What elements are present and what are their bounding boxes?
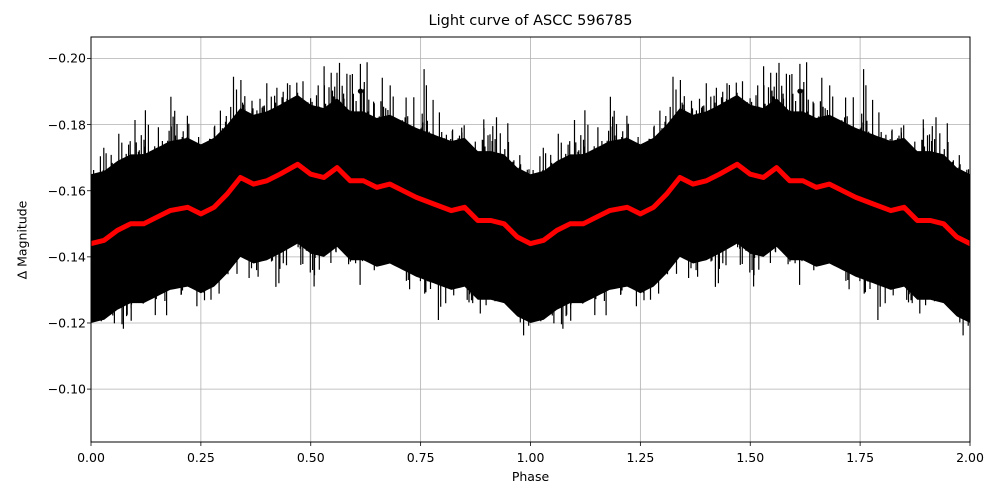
y-tick-label: −0.14 <box>47 249 86 265</box>
chart-title: Light curve of ASCC 596785 <box>428 13 633 29</box>
tick-marks <box>87 58 971 446</box>
y-tick-label: −0.10 <box>47 381 86 397</box>
y-tick-label: −0.20 <box>47 50 86 66</box>
y-tick-label: −0.12 <box>47 315 86 331</box>
x-tick-label: 0.25 <box>186 450 215 465</box>
x-tick-label: 0.00 <box>77 450 105 465</box>
y-tick-label: −0.16 <box>47 183 86 199</box>
x-tick-label: 1.75 <box>846 450 875 465</box>
x-tick-label: 1.50 <box>736 450 765 465</box>
x-tick-label: 1.00 <box>516 450 545 465</box>
x-tick-label: 2.00 <box>956 450 984 465</box>
smoothed-light-curve <box>91 161 970 247</box>
observation-points <box>91 62 970 336</box>
x-tick-label: 1.25 <box>626 450 655 465</box>
y-axis-label: Δ Magnitude <box>14 200 30 280</box>
x-tick-label: 0.50 <box>296 450 325 465</box>
y-tick-label: −0.18 <box>47 117 86 133</box>
x-axis-label: Phase <box>511 469 550 484</box>
x-tick-label: 0.75 <box>406 450 435 465</box>
